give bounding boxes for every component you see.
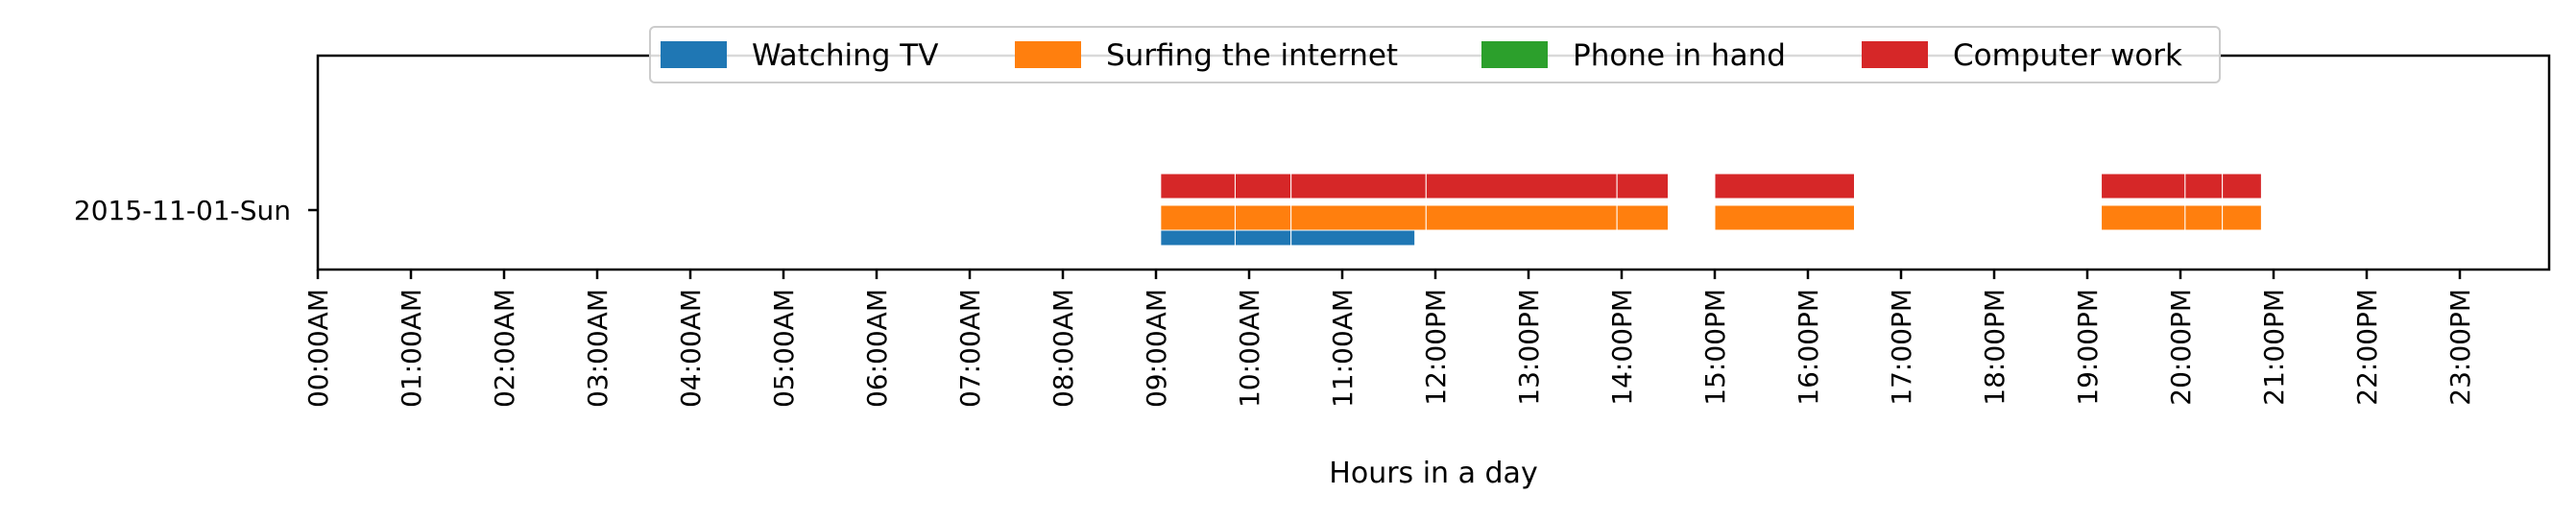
bar-surfing-the-internet-1 bbox=[1234, 204, 1292, 231]
y-axis: 2015-11-01-Sun bbox=[74, 195, 318, 226]
legend-swatch-phone-in-hand bbox=[1481, 41, 1548, 68]
x-axis: 00:00AM 01:00AM 02:00AM 03:00AM 04:00AM 05:00… bbox=[302, 270, 2476, 408]
legend-label-phone-in-hand: Phone in hand bbox=[1573, 38, 1786, 73]
bar-surfing-the-internet-5 bbox=[1714, 204, 1855, 231]
bar-computer-work-2 bbox=[1290, 173, 1427, 200]
x-tick-label: 15:00PM bbox=[1699, 289, 1731, 406]
bar-surfing-the-internet-8 bbox=[2222, 204, 2262, 231]
x-tick-label: 10:00AM bbox=[1234, 289, 1265, 408]
x-tick-label: 00:00AM bbox=[302, 289, 334, 408]
y-tick-label: 2015-11-01-Sun bbox=[74, 195, 291, 226]
x-tick-label: 09:00AM bbox=[1141, 289, 1172, 408]
bar-computer-work-4 bbox=[1616, 173, 1670, 200]
x-tick-label: 08:00AM bbox=[1047, 289, 1079, 408]
bar-computer-work-8 bbox=[2222, 173, 2262, 200]
x-tick-label: 19:00PM bbox=[2072, 289, 2104, 406]
bar-computer-work-0 bbox=[1160, 173, 1236, 200]
bar-surfing-the-internet-0 bbox=[1160, 204, 1236, 231]
bar-computer-work-1 bbox=[1234, 173, 1292, 200]
bar-watching-tv-0 bbox=[1160, 229, 1236, 247]
x-tick-label: 01:00AM bbox=[396, 289, 427, 408]
x-tick-label: 07:00AM bbox=[954, 289, 986, 408]
bar-computer-work-7 bbox=[2184, 173, 2224, 200]
x-tick-label: 17:00PM bbox=[1886, 289, 1917, 406]
bar-surfing-the-internet-6 bbox=[2101, 204, 2186, 231]
x-tick-label: 22:00PM bbox=[2351, 289, 2383, 406]
x-tick-label: 21:00PM bbox=[2258, 289, 2290, 406]
x-tick-label: 16:00PM bbox=[1793, 289, 1824, 406]
x-tick-label: 13:00PM bbox=[1513, 289, 1545, 406]
x-axis-label: Hours in a day bbox=[1329, 457, 1537, 490]
x-tick-label: 03:00AM bbox=[582, 289, 614, 408]
x-tick-label: 14:00PM bbox=[1606, 289, 1638, 406]
legend-label-watching-tv: Watching TV bbox=[752, 38, 938, 73]
legend-label-surfing-the-internet: Surfing the internet bbox=[1106, 38, 1398, 73]
legend-swatch-surfing-the-internet bbox=[1015, 41, 1081, 68]
legend-swatch-watching-tv bbox=[661, 41, 727, 68]
bar-watching-tv-2 bbox=[1290, 229, 1416, 247]
bar-surfing-the-internet-4 bbox=[1616, 204, 1670, 231]
bar-surfing-the-internet-2 bbox=[1290, 204, 1427, 231]
x-tick-label: 05:00AM bbox=[768, 289, 800, 408]
bar-computer-work-6 bbox=[2101, 173, 2186, 200]
x-tick-label: 20:00PM bbox=[2165, 289, 2197, 406]
legend: Watching TV Surfing the internet Phone in … bbox=[649, 26, 2221, 83]
x-tick-label: 04:00AM bbox=[675, 289, 707, 408]
legend-label-computer-work: Computer work bbox=[1953, 38, 2182, 73]
bar-watching-tv-1 bbox=[1234, 229, 1292, 247]
x-tick-label: 18:00PM bbox=[1979, 289, 2010, 406]
x-tick-label: 23:00PM bbox=[2444, 289, 2476, 406]
bars-layer bbox=[1160, 173, 2262, 247]
legend-swatch-computer-work bbox=[1862, 41, 1928, 68]
bar-surfing-the-internet-7 bbox=[2184, 204, 2224, 231]
legend-box bbox=[649, 26, 2221, 83]
bar-computer-work-3 bbox=[1425, 173, 1618, 200]
bar-surfing-the-internet-3 bbox=[1425, 204, 1618, 231]
bar-computer-work-5 bbox=[1714, 173, 1855, 200]
plot-frame bbox=[316, 54, 2551, 271]
x-tick-label: 12:00PM bbox=[1420, 289, 1452, 406]
x-tick-label: 02:00AM bbox=[489, 289, 520, 408]
x-tick-label: 06:00AM bbox=[861, 289, 893, 408]
x-tick-label: 11:00AM bbox=[1327, 289, 1359, 408]
